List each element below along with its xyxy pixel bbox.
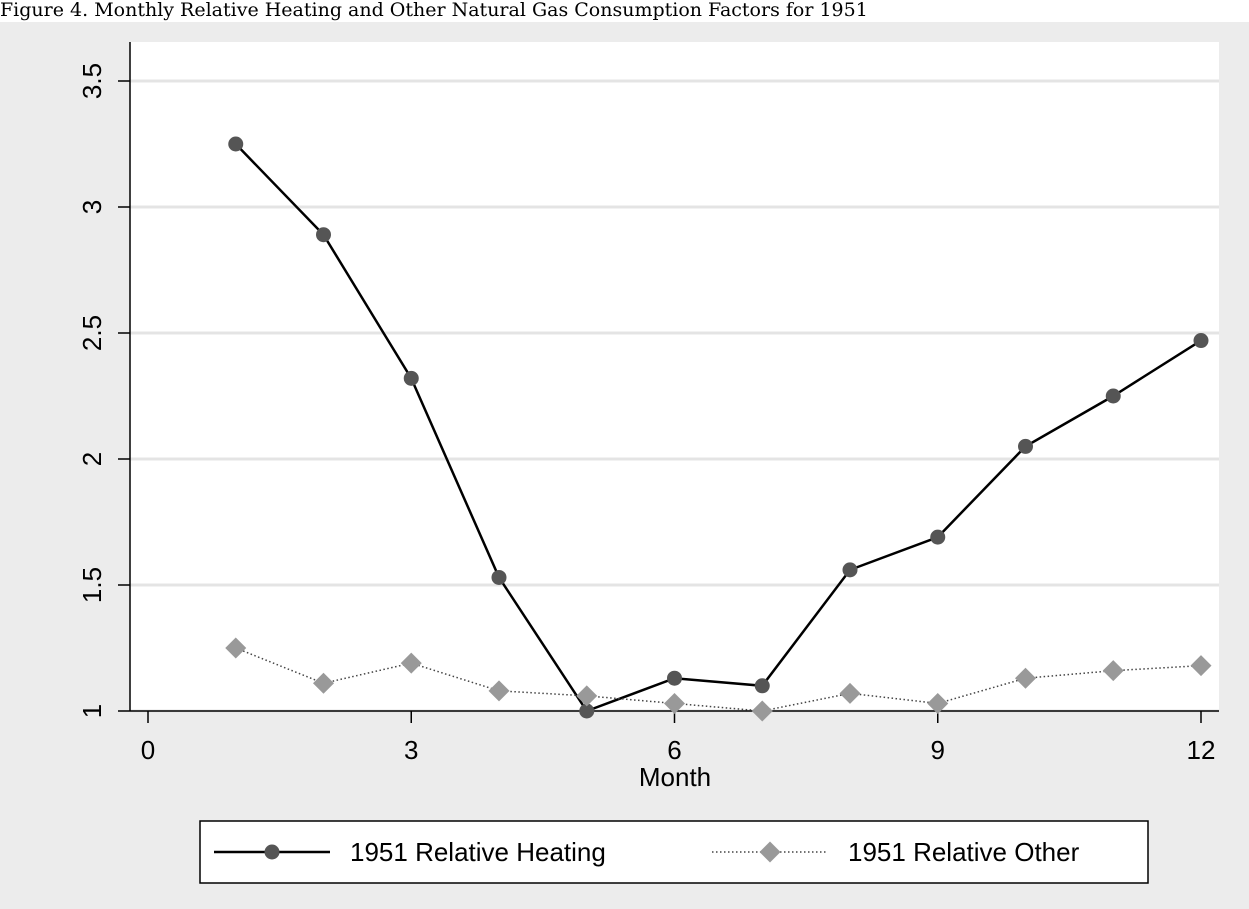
legend-label: 1951 Relative Other [848,837,1080,867]
data-point [579,703,595,719]
series-group [225,136,1212,722]
x-tick-label: 6 [667,735,681,765]
y-tick-label: 2.5 [77,315,107,351]
x-tick-label: 9 [931,735,945,765]
x-tick-label: 12 [1187,735,1216,765]
series-line [234,143,1202,713]
legend-swatch-marker [264,844,280,860]
data-point [228,136,244,152]
x-tick-label: 0 [141,735,155,765]
data-point [491,569,507,585]
data-point [930,529,946,545]
data-point [667,670,682,686]
y-tick-label: 1 [77,704,107,718]
x-axis-ticks: 0 3 6 9 12 [141,711,1216,765]
data-point [225,637,247,659]
data-point [1018,438,1033,454]
x-tick-label: 3 [404,735,418,765]
data-point [1015,667,1036,689]
x-axis-title: Month [639,762,711,792]
legend-entry: 1951 Relative Other [712,837,1080,867]
data-point [927,692,949,714]
plot-area [130,42,1219,711]
legend-entry: 1951 Relative Heating [214,837,606,867]
y-tick-label: 1.5 [77,567,107,603]
data-point [316,227,331,243]
data-point [1193,333,1209,349]
data-point [488,680,510,702]
series-2 [225,637,1212,722]
data-point [754,678,770,694]
data-point [1102,660,1124,682]
y-tick-label: 3.5 [77,63,107,99]
figure-caption: Figure 4. Monthly Relative Heating and O… [0,0,868,21]
y-tick-label: 2 [77,452,107,466]
series-1 [228,136,1209,719]
data-point [839,682,861,704]
legend-box [199,820,1149,884]
data-point [403,370,419,386]
data-point [664,692,685,714]
data-point [842,562,858,578]
y-axis-ticks: 1 1.5 2 2.5 3 3.5 [77,63,130,718]
legend-label: 1951 Relative Heating [350,837,606,867]
line-chart: 1 1.5 2 2.5 3 3.5 0 3 6 9 12 Month 1951 Relative … [0,22,1249,909]
legend: 1951 Relative Heating 1951 Relative Other [199,820,1149,884]
data-point [576,685,598,707]
data-point [313,672,334,694]
y-tick-label: 3 [77,200,107,214]
data-point [1105,388,1121,404]
data-point [751,700,773,722]
data-point [400,652,422,674]
data-point [1190,655,1212,677]
legend-swatch-marker [759,841,781,863]
series-line [235,647,1202,712]
